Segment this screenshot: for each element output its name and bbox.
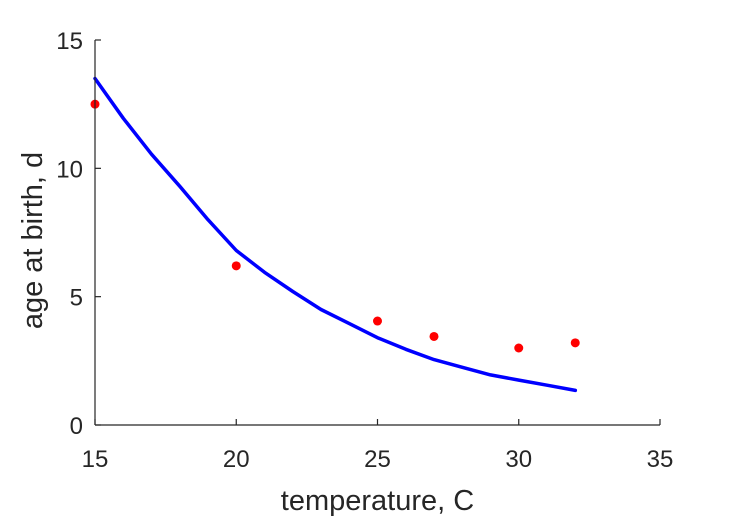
data-point	[570, 338, 580, 348]
y-axis-ticks: 0 5 10 15	[56, 28, 101, 440]
x-tick-label: 15	[82, 446, 109, 473]
data-point	[514, 343, 524, 353]
y-tick-label: 15	[56, 28, 83, 55]
y-tick-label: 5	[70, 285, 83, 312]
plot-data-layer	[90, 76, 580, 393]
x-tick-label: 20	[223, 446, 250, 473]
x-tick-label: 30	[505, 446, 532, 473]
model-fit-line	[93, 76, 578, 393]
data-point	[373, 316, 382, 326]
data-point	[429, 331, 439, 341]
x-axis-ticks: 15 20 25 30 35	[82, 419, 674, 473]
y-tick-label: 10	[56, 156, 83, 183]
y-axis-label: age at birth, d	[17, 152, 49, 329]
x-axis-label: temperature, C	[281, 485, 474, 517]
x-tick-label: 25	[364, 446, 391, 473]
y-tick-label: 0	[70, 413, 83, 440]
data-point	[231, 261, 241, 271]
x-tick-label: 35	[647, 446, 674, 473]
